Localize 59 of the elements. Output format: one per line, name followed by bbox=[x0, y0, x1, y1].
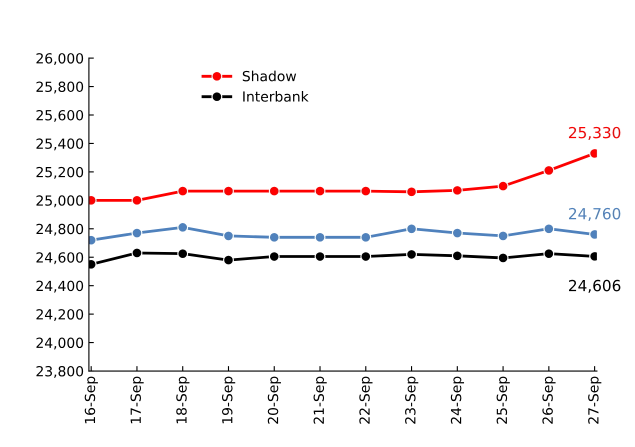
x-tick-label: 27-Sep bbox=[588, 376, 602, 424]
point bbox=[177, 186, 188, 197]
point bbox=[268, 251, 280, 262]
point bbox=[223, 186, 234, 197]
point bbox=[360, 186, 372, 197]
y-tick-label: 24,800 bbox=[36, 224, 84, 236]
point bbox=[314, 186, 326, 197]
point bbox=[406, 248, 417, 260]
point bbox=[132, 194, 142, 206]
x-tick-label: 19-Sep bbox=[222, 376, 236, 424]
y-tick-label: 23,800 bbox=[36, 366, 84, 378]
point bbox=[452, 250, 463, 262]
point bbox=[360, 251, 372, 262]
y-tick-label: 25,400 bbox=[36, 138, 84, 150]
point bbox=[452, 184, 463, 196]
x-tick-label: 17-Sep bbox=[130, 376, 144, 424]
data-label: 25,330 bbox=[569, 126, 620, 140]
point bbox=[177, 222, 188, 233]
point bbox=[543, 223, 554, 234]
point bbox=[543, 165, 554, 176]
legend-label: Shadow bbox=[242, 70, 296, 82]
point bbox=[406, 223, 417, 234]
x-tick-label: 16-Sep bbox=[84, 376, 98, 424]
data-label: 24,760 bbox=[569, 208, 620, 222]
y-tick-label: 24,600 bbox=[36, 252, 84, 264]
y-tick-label: 24,200 bbox=[36, 309, 84, 322]
x-tick-label: 25-Sep bbox=[496, 376, 510, 424]
point bbox=[314, 251, 326, 262]
x-tick-label: 24-Sep bbox=[450, 376, 464, 424]
point bbox=[223, 254, 234, 266]
point bbox=[223, 230, 234, 242]
x-tick-label: 20-Sep bbox=[268, 376, 281, 424]
data-label: 24,606 bbox=[569, 280, 620, 293]
x-tick-label: 22-Sep bbox=[359, 376, 373, 424]
point bbox=[498, 252, 508, 264]
point bbox=[498, 230, 508, 242]
x-tick-label: 26-Sep bbox=[542, 376, 556, 424]
point bbox=[268, 232, 280, 243]
x-tick-label: 18-Sep bbox=[176, 376, 190, 424]
y-tick-label: 25,600 bbox=[36, 110, 84, 122]
y-tick-label: 25,800 bbox=[36, 82, 84, 94]
legend-label: Interbank bbox=[243, 90, 309, 102]
y-tick-label: 25,000 bbox=[36, 195, 84, 208]
point bbox=[498, 180, 508, 192]
y-tick-label: 24,000 bbox=[36, 338, 84, 350]
x-tick-label: 21-Sep bbox=[314, 376, 327, 424]
x-tick-label: 23-Sep bbox=[405, 376, 418, 424]
point bbox=[268, 186, 280, 197]
point bbox=[452, 228, 463, 238]
y-tick-label: 24,400 bbox=[36, 280, 84, 293]
point bbox=[314, 232, 326, 243]
point bbox=[132, 228, 142, 238]
point bbox=[360, 232, 372, 243]
y-tick-label: 26,000 bbox=[36, 53, 84, 65]
point bbox=[543, 248, 554, 260]
point bbox=[132, 248, 142, 258]
y-tick-label: 25,200 bbox=[36, 166, 84, 179]
point bbox=[177, 248, 188, 260]
point bbox=[406, 186, 417, 198]
